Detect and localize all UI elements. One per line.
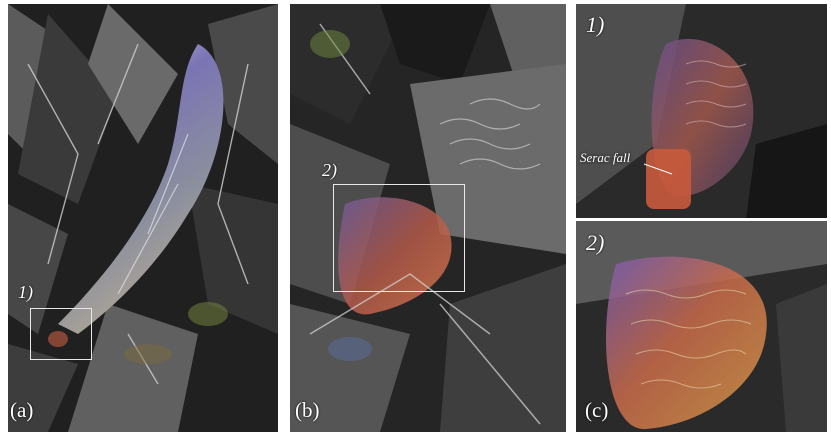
panel-c-image (576, 4, 827, 432)
panel-c-terrain (576, 4, 827, 432)
panel-c-label: (c) (585, 398, 609, 422)
panel-a-terrain (8, 4, 278, 432)
panel-a-label: (a) (10, 398, 34, 422)
zoom-box-2 (333, 184, 465, 292)
serac-fall-arrow (643, 163, 673, 175)
panel-b-label: (b) (295, 398, 320, 422)
panel-b-terrain (290, 4, 566, 432)
panel-b-zoom-label: 2) (322, 160, 337, 180)
panel-c-zoom-label-2: 2) (586, 230, 605, 255)
panel-c-zoom-label-1: 1) (586, 12, 605, 37)
panel-a-image (8, 4, 278, 432)
zoom-box-1 (30, 308, 92, 360)
panel-a-zoom-label: 1) (18, 282, 33, 302)
panel-b-image (290, 4, 566, 432)
serac-fall-annotation: Serac fall (580, 150, 631, 165)
